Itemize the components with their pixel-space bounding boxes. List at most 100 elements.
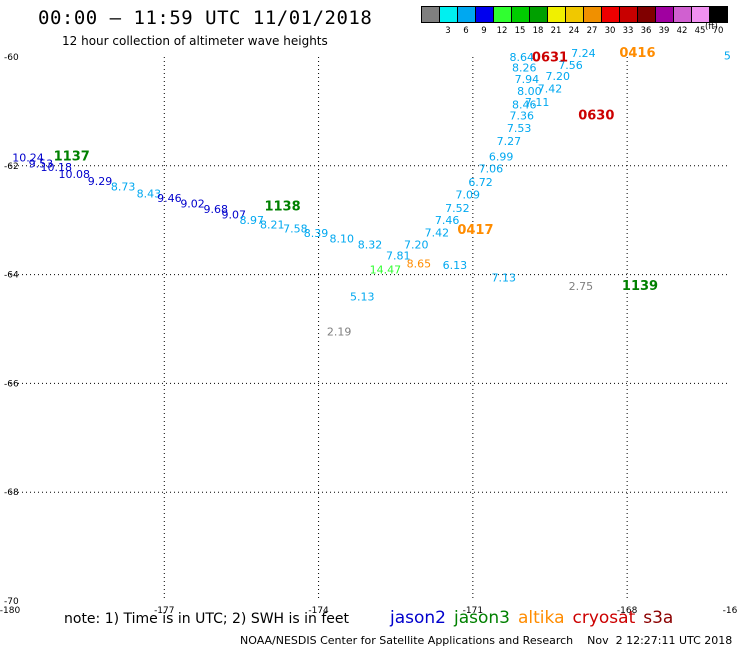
swh-value: 7.20 xyxy=(545,70,570,83)
pass-time-label: 0416 xyxy=(619,46,655,61)
colorbar-swatch xyxy=(709,6,728,23)
chart-title: 00:00 – 11:59 UTC 11/01/2018 xyxy=(38,7,373,29)
swh-value: 8.32 xyxy=(358,238,383,251)
colorbar-swatch xyxy=(583,6,601,23)
x-tick-label: -177 xyxy=(154,606,174,616)
colorbar-swatch xyxy=(637,6,655,23)
swh-value: 8.46 xyxy=(512,99,537,112)
colorbar-label: 9 xyxy=(481,26,487,36)
swh-value: 8.64 xyxy=(509,51,534,64)
grid-lines xyxy=(10,57,730,601)
swh-value: 10.24 xyxy=(12,151,44,164)
colorbar-swatch xyxy=(673,6,691,23)
pass-time-label: 1139 xyxy=(622,279,658,294)
colorbar-swatch xyxy=(655,6,673,23)
footer-credit: NOAA/NESDIS Center for Satellite Applica… xyxy=(240,634,733,647)
satellite-legend-jason2: jason2 xyxy=(390,608,446,628)
swh-value: 9.53 xyxy=(29,157,54,170)
swh-value: 5 xyxy=(724,50,731,63)
x-tick-label: -180 xyxy=(0,606,20,616)
colorbar-swatch xyxy=(565,6,583,23)
colorbar-swatch xyxy=(619,6,637,23)
colorbar-cell: 9 xyxy=(475,6,493,36)
colorbar-swatch xyxy=(601,6,619,23)
swh-value: 7.11 xyxy=(525,96,550,109)
swh-value: 8.39 xyxy=(304,227,329,240)
colorbar-label: 3 xyxy=(445,26,451,36)
wave-height-colorbar: 3 6 9 12 15 18 21 24 27 30 33 36 39 42 45 70 xyxy=(421,6,728,36)
colorbar-label: 70 xyxy=(712,26,724,36)
colorbar-label: 18 xyxy=(532,26,544,36)
colorbar-swatch xyxy=(691,6,709,23)
y-tick-label: -68 xyxy=(4,488,19,498)
swh-value: 7.24 xyxy=(571,47,596,60)
swh-value: 2.75 xyxy=(569,280,594,293)
colorbar-cell: 36 xyxy=(637,6,655,36)
swh-value: 8.26 xyxy=(512,62,537,75)
swh-value: 9.02 xyxy=(180,198,205,211)
colorbar-swatch xyxy=(511,6,529,23)
swh-value: 7.53 xyxy=(507,122,532,135)
swh-value: 7.46 xyxy=(435,214,460,227)
swh-value: 7.36 xyxy=(509,110,534,123)
swh-value: 7.94 xyxy=(515,73,540,86)
colorbar-label: 6 xyxy=(463,26,469,36)
y-tick-label: -70 xyxy=(4,597,19,607)
colorbar-label: 42 xyxy=(676,26,688,36)
colorbar-cell: 30 xyxy=(601,6,619,36)
satellite-legend-s3a: s3a xyxy=(643,608,674,628)
x-tick-label: -168 xyxy=(617,606,638,616)
pass-time-labels: 1137 1138 1139 0417 0416 0631 0630 xyxy=(54,46,658,294)
colorbar-label: 24 xyxy=(568,26,580,36)
footer-note: note: 1) Time is in UTC; 2) SWH is in fe… xyxy=(64,611,350,627)
colorbar-swatch xyxy=(421,6,439,23)
swh-value: 7.56 xyxy=(558,59,583,72)
data-points: 10.249.5310.1810.089.298.738.439.469.029… xyxy=(12,47,731,339)
y-tick-label: -64 xyxy=(4,271,19,281)
colorbar-cell: 39 xyxy=(655,6,673,36)
colorbar-swatch xyxy=(547,6,565,23)
y-tick-label: -66 xyxy=(4,379,19,389)
swh-value: 8.97 xyxy=(239,214,264,227)
swh-value: 10.18 xyxy=(41,161,73,174)
swh-value: 7.13 xyxy=(491,272,516,285)
colorbar-cell: 3 xyxy=(439,6,457,36)
colorbar-cell: 33 xyxy=(619,6,637,36)
colorbar-cell: 24 xyxy=(565,6,583,36)
satellite-legend-altika: altika xyxy=(518,608,565,628)
colorbar-label: 15 xyxy=(514,26,526,36)
swh-value: 7.20 xyxy=(404,238,429,251)
swh-value: 9.68 xyxy=(203,203,228,216)
colorbar-cell: 6 xyxy=(457,6,475,36)
pass-time-label: 0630 xyxy=(578,109,614,124)
pass-time-label: 0417 xyxy=(457,223,493,238)
swh-value: 2.19 xyxy=(327,326,352,339)
swh-value: 8.65 xyxy=(407,258,432,271)
swh-value: 6.13 xyxy=(443,259,468,272)
axis-ticks: -180 -177 -174 -171 -168 -16 -60 -62 -64 -66 -68 -7… xyxy=(0,53,738,616)
colorbar-swatch xyxy=(529,6,547,23)
colorbar-swatch xyxy=(475,6,493,23)
colorbar-cell: 42 xyxy=(673,6,691,36)
colorbar-label: 30 xyxy=(604,26,616,36)
colorbar-label: 45 xyxy=(694,26,706,36)
swh-value: 7.09 xyxy=(455,188,480,201)
y-tick-label: -62 xyxy=(4,162,19,172)
swh-value: 7.42 xyxy=(425,227,450,240)
swh-value: 8.21 xyxy=(260,218,285,231)
chart-subtitle: 12 hour collection of altimeter wave hei… xyxy=(62,34,328,48)
swh-value: 6.99 xyxy=(489,150,514,163)
swh-value: 9.29 xyxy=(88,175,113,188)
colorbar-cell: 18 xyxy=(529,6,547,36)
colorbar-swatch xyxy=(457,6,475,23)
swh-value: 8.10 xyxy=(329,233,354,246)
swh-value: 14.47 xyxy=(370,264,402,277)
swh-value: 7.81 xyxy=(386,249,411,262)
swh-value: 7.06 xyxy=(479,162,504,175)
swh-value: 5.13 xyxy=(350,291,375,304)
colorbar-units: (ft) xyxy=(705,22,718,32)
swh-value: 8.00 xyxy=(517,85,542,98)
swh-value: 6.72 xyxy=(468,176,493,189)
